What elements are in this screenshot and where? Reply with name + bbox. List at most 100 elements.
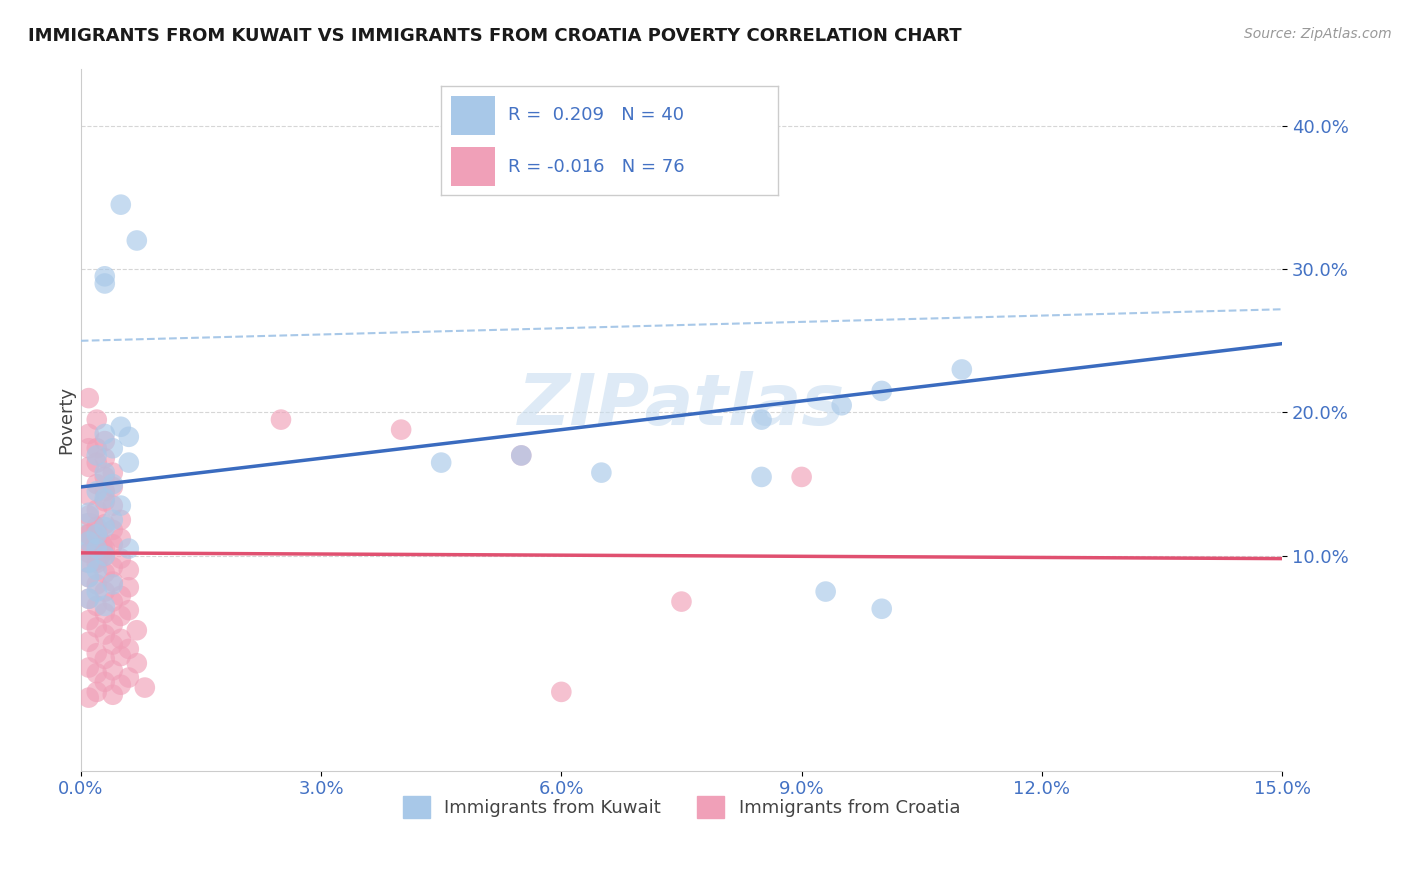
Point <box>86 577 108 591</box>
Point <box>591 466 613 480</box>
Point <box>86 442 108 456</box>
Point <box>101 537 124 551</box>
Point <box>86 584 108 599</box>
Text: ZIPatlas: ZIPatlas <box>517 371 845 440</box>
Point <box>86 556 108 570</box>
Point <box>101 577 124 591</box>
Point <box>77 541 100 556</box>
Point <box>77 391 100 405</box>
Point <box>94 434 117 449</box>
Point <box>101 617 124 632</box>
Point <box>94 599 117 613</box>
Point <box>94 627 117 641</box>
Point <box>77 556 100 570</box>
Point <box>94 541 117 556</box>
Point <box>950 362 973 376</box>
Point <box>110 648 132 663</box>
Point <box>77 634 100 648</box>
Point <box>77 534 100 549</box>
Point <box>110 419 132 434</box>
Point <box>77 527 100 541</box>
Point <box>550 685 572 699</box>
Point <box>77 508 100 523</box>
Point <box>86 685 108 699</box>
Point <box>94 269 117 284</box>
Point <box>101 664 124 678</box>
Point <box>94 426 117 441</box>
Point <box>110 197 132 211</box>
Point <box>94 517 117 532</box>
Point <box>125 234 148 248</box>
Point <box>110 499 132 513</box>
Point <box>751 470 773 484</box>
Point <box>77 591 100 606</box>
Point <box>86 449 108 463</box>
Point <box>430 456 453 470</box>
Point <box>94 277 117 291</box>
Point <box>86 477 108 491</box>
Text: Source: ZipAtlas.com: Source: ZipAtlas.com <box>1244 27 1392 41</box>
Point <box>110 532 132 546</box>
Point <box>86 599 108 613</box>
Y-axis label: Poverty: Poverty <box>58 385 75 454</box>
Point <box>94 494 117 508</box>
Point <box>110 609 132 624</box>
Point <box>118 671 141 685</box>
Point <box>118 641 141 656</box>
Point <box>110 589 132 603</box>
Point <box>831 398 853 412</box>
Point <box>86 527 108 541</box>
Point <box>118 580 141 594</box>
Point <box>94 466 117 480</box>
Point <box>101 523 124 537</box>
Point <box>94 549 117 563</box>
Point <box>86 541 108 556</box>
Point <box>389 423 412 437</box>
Point <box>870 601 893 615</box>
Point <box>94 491 117 506</box>
Point <box>110 678 132 692</box>
Point <box>101 574 124 589</box>
Point <box>94 566 117 580</box>
Point <box>101 477 124 491</box>
Point <box>77 613 100 627</box>
Point <box>870 384 893 398</box>
Point <box>110 632 132 646</box>
Point <box>101 442 124 456</box>
Point <box>94 584 117 599</box>
Point <box>134 681 156 695</box>
Point <box>94 451 117 466</box>
Point <box>110 513 132 527</box>
Point <box>86 620 108 634</box>
Point <box>814 584 837 599</box>
Point <box>94 652 117 666</box>
Point <box>101 499 124 513</box>
Point <box>118 541 141 556</box>
Point <box>86 563 108 577</box>
Point <box>77 489 100 503</box>
Point <box>86 484 108 499</box>
Point <box>510 449 533 463</box>
Point <box>86 520 108 534</box>
Point <box>86 456 108 470</box>
Point <box>94 520 117 534</box>
Point <box>94 484 117 499</box>
Point <box>94 674 117 689</box>
Point <box>751 412 773 426</box>
Point <box>118 603 141 617</box>
Point <box>125 657 148 671</box>
Point <box>270 412 292 426</box>
Point <box>94 606 117 620</box>
Point <box>110 551 132 566</box>
Point <box>671 594 693 608</box>
Point <box>77 591 100 606</box>
Point <box>101 688 124 702</box>
Point <box>86 646 108 660</box>
Point <box>101 560 124 574</box>
Point <box>77 426 100 441</box>
Point <box>125 624 148 638</box>
Point <box>101 513 124 527</box>
Point <box>77 660 100 674</box>
Point <box>118 430 141 444</box>
Point <box>101 480 124 494</box>
